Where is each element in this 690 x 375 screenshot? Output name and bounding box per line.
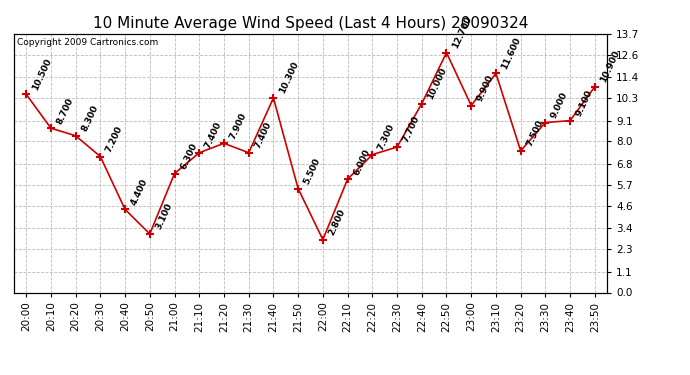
Text: 11.600: 11.600	[500, 36, 523, 70]
Text: 9.100: 9.100	[574, 88, 594, 118]
Text: 6.000: 6.000	[352, 147, 372, 176]
Text: 7.500: 7.500	[525, 118, 545, 148]
Text: Copyright 2009 Cartronics.com: Copyright 2009 Cartronics.com	[17, 38, 158, 46]
Text: 6.300: 6.300	[179, 141, 199, 171]
Text: 10.900: 10.900	[599, 49, 622, 84]
Text: 7.300: 7.300	[377, 123, 397, 152]
Text: 2.800: 2.800	[327, 207, 347, 237]
Text: 10.000: 10.000	[426, 66, 449, 101]
Text: 4.400: 4.400	[129, 177, 149, 207]
Text: 9.900: 9.900	[475, 73, 495, 103]
Text: 7.400: 7.400	[204, 120, 224, 150]
Text: 7.200: 7.200	[104, 124, 125, 154]
Text: 8.700: 8.700	[55, 96, 75, 125]
Text: 5.500: 5.500	[302, 156, 322, 186]
Text: 7.700: 7.700	[401, 115, 422, 144]
Text: 10.500: 10.500	[30, 57, 53, 92]
Text: 3.100: 3.100	[154, 202, 174, 231]
Text: 10.300: 10.300	[277, 60, 300, 95]
Title: 10 Minute Average Wind Speed (Last 4 Hours) 20090324: 10 Minute Average Wind Speed (Last 4 Hou…	[93, 16, 528, 31]
Text: 8.300: 8.300	[80, 104, 100, 133]
Text: 7.900: 7.900	[228, 111, 248, 141]
Text: 12.700: 12.700	[451, 15, 473, 50]
Text: 9.000: 9.000	[549, 90, 570, 120]
Text: 7.400: 7.400	[253, 120, 273, 150]
